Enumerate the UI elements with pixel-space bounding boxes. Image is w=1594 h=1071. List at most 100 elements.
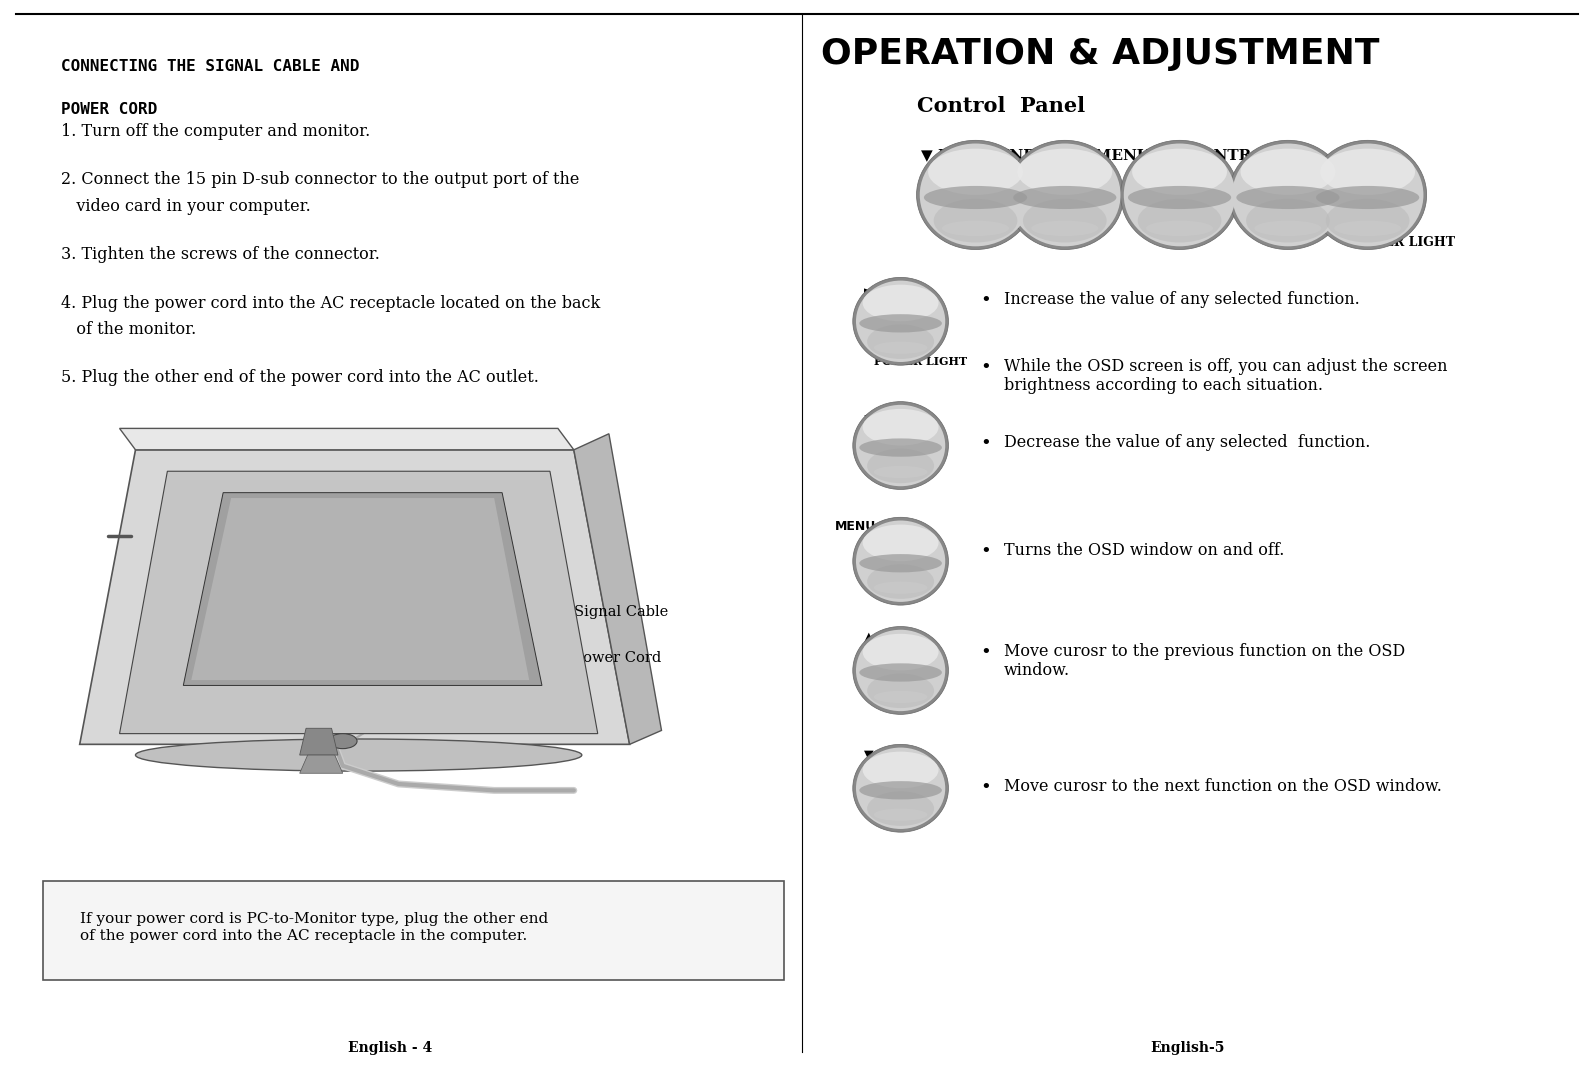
Ellipse shape	[1014, 186, 1116, 209]
Ellipse shape	[853, 517, 948, 605]
Text: 4. Plug the power cord into the AC receptacle located on the back: 4. Plug the power cord into the AC recep…	[61, 295, 599, 312]
Ellipse shape	[1232, 144, 1344, 246]
Text: of the monitor.: of the monitor.	[61, 321, 196, 338]
Text: MENU: MENU	[835, 521, 877, 533]
Ellipse shape	[942, 221, 1009, 236]
Polygon shape	[80, 450, 630, 744]
Ellipse shape	[859, 438, 942, 456]
Polygon shape	[300, 755, 343, 773]
Ellipse shape	[1237, 186, 1339, 209]
Polygon shape	[120, 428, 574, 450]
Text: English - 4: English - 4	[349, 1041, 432, 1055]
Ellipse shape	[928, 149, 1023, 195]
Ellipse shape	[856, 630, 945, 711]
Ellipse shape	[1138, 199, 1221, 242]
Ellipse shape	[1326, 199, 1409, 242]
Ellipse shape	[874, 691, 928, 703]
Ellipse shape	[1146, 221, 1213, 236]
Ellipse shape	[862, 409, 939, 446]
Ellipse shape	[1132, 149, 1227, 195]
Text: •: •	[980, 434, 991, 452]
Text: Control  Panel: Control Panel	[917, 96, 1084, 117]
Text: Move curosr to the previous function on the OSD
window.: Move curosr to the previous function on …	[1004, 643, 1406, 679]
Text: POWER LIGHT: POWER LIGHT	[1350, 236, 1455, 248]
Ellipse shape	[856, 521, 945, 602]
Ellipse shape	[1023, 199, 1106, 242]
Text: •: •	[980, 778, 991, 796]
Text: Turns the OSD window on and off.: Turns the OSD window on and off.	[1004, 542, 1285, 559]
Text: 1. Turn off the computer and monitor.: 1. Turn off the computer and monitor.	[61, 123, 370, 140]
Ellipse shape	[1240, 149, 1336, 195]
Text: ▲: ▲	[864, 631, 874, 644]
Ellipse shape	[1317, 186, 1419, 209]
Ellipse shape	[862, 285, 939, 321]
Text: Move curosr to the next function on the OSD window.: Move curosr to the next function on the …	[1004, 778, 1443, 795]
Text: POWER CORD: POWER CORD	[61, 102, 156, 117]
Ellipse shape	[1320, 149, 1415, 195]
Text: ▼: ▼	[864, 749, 874, 761]
Text: Decrease the value of any selected  function.: Decrease the value of any selected funct…	[1004, 434, 1371, 451]
Ellipse shape	[859, 781, 942, 799]
Polygon shape	[300, 728, 338, 755]
Ellipse shape	[1247, 199, 1329, 242]
Ellipse shape	[920, 144, 1031, 246]
Text: POWER LIGHT: POWER LIGHT	[874, 356, 966, 366]
Ellipse shape	[1017, 149, 1113, 195]
Text: •: •	[980, 643, 991, 661]
Polygon shape	[120, 471, 598, 734]
Ellipse shape	[862, 634, 939, 670]
Ellipse shape	[859, 554, 942, 572]
Ellipse shape	[853, 744, 948, 832]
Ellipse shape	[867, 449, 934, 483]
FancyBboxPatch shape	[43, 881, 784, 980]
Ellipse shape	[1031, 221, 1098, 236]
Ellipse shape	[1254, 221, 1321, 236]
Polygon shape	[191, 498, 529, 680]
Text: ◄: ◄	[864, 409, 874, 422]
Ellipse shape	[328, 734, 357, 749]
Ellipse shape	[934, 199, 1017, 242]
Text: CONNECTING THE SIGNAL CABLE AND: CONNECTING THE SIGNAL CABLE AND	[61, 59, 359, 74]
Text: Signal Cable: Signal Cable	[574, 605, 668, 619]
Ellipse shape	[867, 674, 934, 708]
Ellipse shape	[1129, 186, 1231, 209]
Polygon shape	[574, 434, 662, 744]
Ellipse shape	[1309, 140, 1427, 250]
Ellipse shape	[1009, 144, 1121, 246]
Ellipse shape	[1006, 140, 1124, 250]
Text: 3. Tighten the screws of the connector.: 3. Tighten the screws of the connector.	[61, 246, 379, 263]
Ellipse shape	[874, 342, 928, 353]
Ellipse shape	[856, 405, 945, 486]
Text: Increase the value of any selected function.: Increase the value of any selected funct…	[1004, 291, 1360, 308]
Ellipse shape	[856, 281, 945, 362]
Ellipse shape	[862, 525, 939, 561]
Text: 2. Connect the 15 pin D-sub connector to the output port of the: 2. Connect the 15 pin D-sub connector to…	[61, 171, 579, 188]
Ellipse shape	[1124, 144, 1235, 246]
Ellipse shape	[1312, 144, 1423, 246]
Ellipse shape	[853, 627, 948, 714]
Text: If your power cord is PC-to-Monitor type, plug the other end
of the power cord i: If your power cord is PC-to-Monitor type…	[80, 912, 548, 942]
Ellipse shape	[1229, 140, 1347, 250]
Ellipse shape	[867, 791, 934, 826]
Text: •: •	[980, 542, 991, 560]
Text: Power Cord: Power Cord	[574, 651, 662, 665]
Ellipse shape	[859, 314, 942, 332]
Text: While the OSD screen is off, you can adjust the screen
brightness according to e: While the OSD screen is off, you can adj…	[1004, 358, 1447, 394]
Ellipse shape	[874, 466, 928, 478]
Ellipse shape	[1334, 221, 1401, 236]
Ellipse shape	[867, 325, 934, 359]
Ellipse shape	[135, 739, 582, 771]
Ellipse shape	[874, 582, 928, 593]
Ellipse shape	[853, 402, 948, 489]
Ellipse shape	[874, 809, 928, 820]
Ellipse shape	[917, 140, 1035, 250]
Ellipse shape	[1121, 140, 1239, 250]
Ellipse shape	[867, 564, 934, 599]
Text: 5. Plug the other end of the power cord into the AC outlet.: 5. Plug the other end of the power cord …	[61, 369, 539, 387]
Ellipse shape	[925, 186, 1027, 209]
Text: •: •	[980, 358, 991, 376]
Text: video card in your computer.: video card in your computer.	[61, 198, 311, 215]
Ellipse shape	[862, 752, 939, 788]
Text: ►: ►	[864, 285, 874, 298]
Text: OPERATION & ADJUSTMENT: OPERATION & ADJUSTMENT	[821, 37, 1379, 72]
